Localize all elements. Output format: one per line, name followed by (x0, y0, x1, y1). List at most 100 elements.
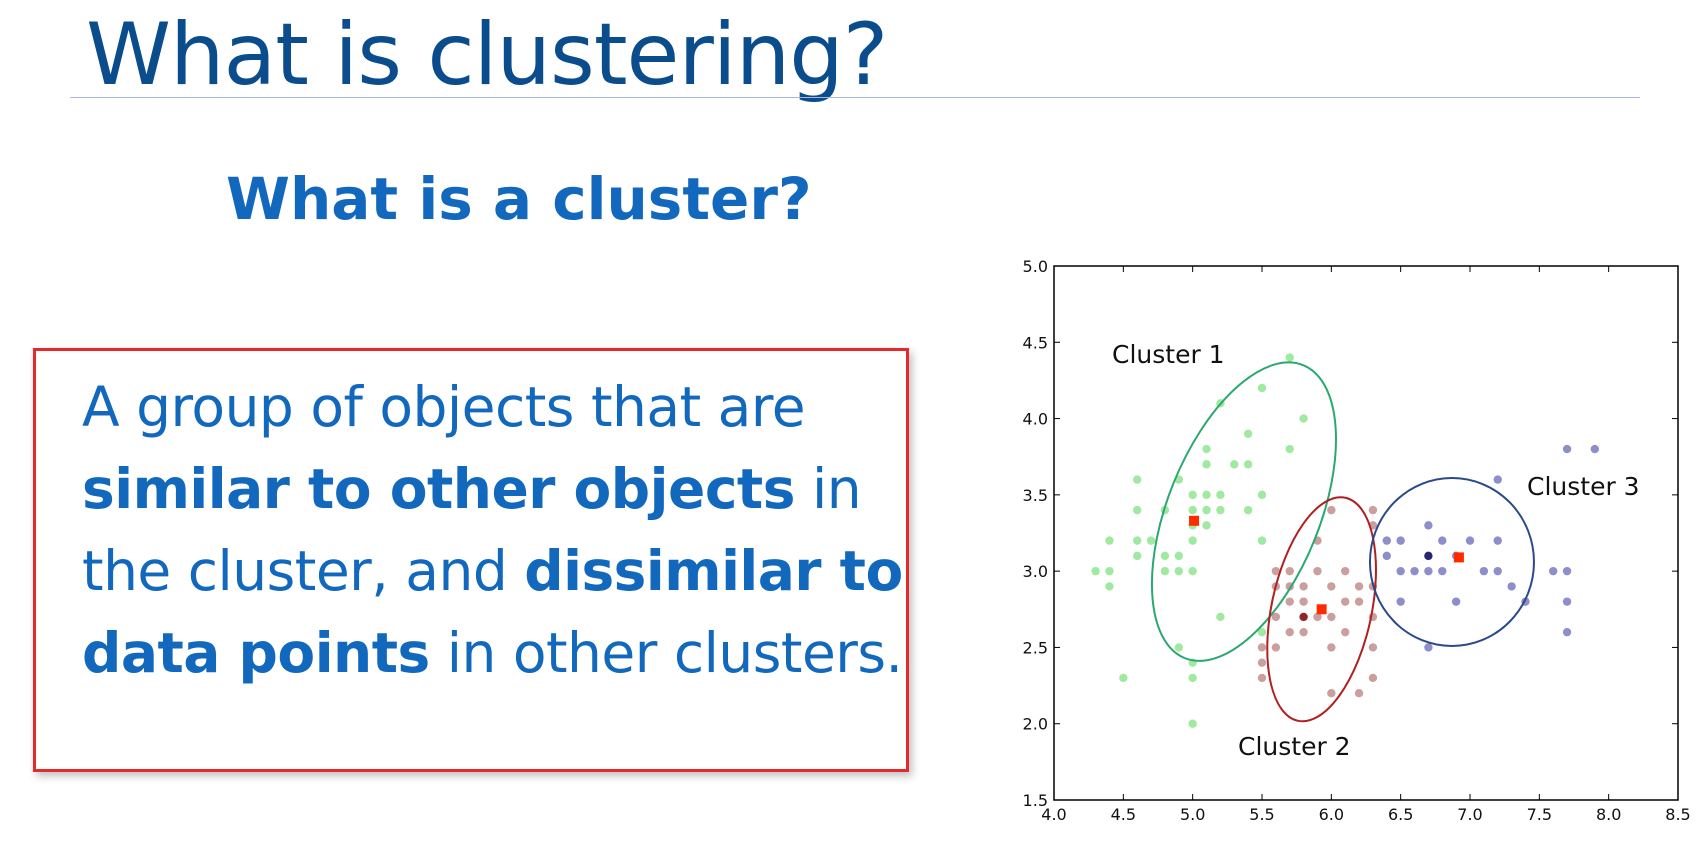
cluster2-data-point (1299, 582, 1307, 590)
cluster1-data-point (1188, 506, 1196, 514)
cluster1-data-point (1188, 536, 1196, 544)
cluster1-data-point (1175, 567, 1183, 575)
cluster1-data-point (1105, 582, 1113, 590)
cluster2-data-point (1272, 643, 1280, 651)
y-tick-label: 1.5 (1023, 791, 1048, 810)
cluster3-data-point (1563, 445, 1571, 453)
cluster1-data-point (1244, 430, 1252, 438)
cluster3-data-point (1424, 567, 1432, 575)
y-tick-label: 4.5 (1023, 333, 1048, 352)
cluster2-data-point (1369, 643, 1377, 651)
cluster3-data-point (1424, 521, 1432, 529)
cluster3-data-point (1424, 552, 1432, 560)
cluster1-data-point (1105, 567, 1113, 575)
cluster2-data-point (1341, 567, 1349, 575)
cluster3-data-point (1507, 582, 1515, 590)
cluster2-data-point (1327, 643, 1335, 651)
cluster1-data-point (1216, 613, 1224, 621)
cluster2-data-point (1258, 643, 1266, 651)
cluster1-data-point (1202, 506, 1210, 514)
cluster3-data-point (1591, 445, 1599, 453)
cluster2-data-point (1286, 597, 1294, 605)
cluster2-data-point (1341, 597, 1349, 605)
cluster1-data-point (1091, 567, 1099, 575)
cluster3-data-point (1494, 536, 1502, 544)
cluster1-data-point (1133, 506, 1141, 514)
cluster2-data-point (1299, 628, 1307, 636)
cluster3-centroid (1454, 552, 1464, 562)
x-tick-label: 6.5 (1388, 805, 1413, 824)
y-tick-label: 3.5 (1023, 486, 1048, 505)
cluster2-data-point (1327, 506, 1335, 514)
cluster3-data-point (1494, 567, 1502, 575)
cluster2-data-point (1369, 506, 1377, 514)
x-tick-label: 4.5 (1111, 805, 1136, 824)
cluster3-data-point (1563, 597, 1571, 605)
cluster3-data-point (1424, 643, 1432, 651)
cluster1-data-point (1202, 445, 1210, 453)
cluster3-data-point (1410, 567, 1418, 575)
cluster1-data-point (1216, 491, 1224, 499)
cluster2-data-point (1327, 582, 1335, 590)
cluster1-data-point (1188, 720, 1196, 728)
cluster3-data-point (1480, 567, 1488, 575)
cluster2-data-point (1355, 689, 1363, 697)
cluster2-centroid (1317, 604, 1327, 614)
x-tick-label: 7.0 (1457, 805, 1482, 824)
cluster1-data-point (1188, 567, 1196, 575)
cluster3-data-point (1466, 536, 1474, 544)
cluster2-data-point (1313, 567, 1321, 575)
cluster1-data-point (1216, 506, 1224, 514)
cluster2-label: Cluster 2 (1238, 732, 1351, 761)
cluster1-data-point (1188, 491, 1196, 499)
cluster1-data-point (1202, 460, 1210, 468)
cluster2-data-point (1258, 674, 1266, 682)
cluster2-data-point (1258, 658, 1266, 666)
cluster1-data-point (1258, 536, 1266, 544)
cluster2-data-point (1369, 674, 1377, 682)
cluster3-data-point (1396, 597, 1404, 605)
cluster1-data-point (1286, 445, 1294, 453)
cluster1-data-point (1286, 353, 1294, 361)
cluster1-data-point (1175, 552, 1183, 560)
y-tick-label: 5.0 (1023, 257, 1048, 276)
cluster1-data-point (1258, 384, 1266, 392)
cluster3-data-point (1494, 475, 1502, 483)
cluster2-data-point (1299, 597, 1307, 605)
cluster1-data-point (1133, 536, 1141, 544)
cluster1-data-point (1175, 643, 1183, 651)
cluster3-data-point (1438, 536, 1446, 544)
y-tick-label: 4.0 (1023, 410, 1048, 429)
cluster2-data-point (1286, 628, 1294, 636)
y-tick-label: 2.0 (1023, 715, 1048, 734)
y-tick-label: 2.5 (1023, 638, 1048, 657)
cluster3-data-point (1563, 567, 1571, 575)
cluster2-data-point (1299, 613, 1307, 621)
cluster1-data-point (1119, 674, 1127, 682)
cluster2-data-point (1355, 582, 1363, 590)
cluster3-data-point (1438, 567, 1446, 575)
x-tick-label: 8.0 (1596, 805, 1621, 824)
cluster3-data-point (1383, 552, 1391, 560)
x-tick-label: 7.5 (1527, 805, 1552, 824)
cluster3-data-point (1396, 567, 1404, 575)
cluster1-label: Cluster 1 (1112, 340, 1225, 369)
cluster3-data-point (1396, 536, 1404, 544)
x-tick-label: 5.5 (1249, 805, 1274, 824)
x-tick-label: 8.5 (1665, 805, 1690, 824)
cluster3-data-point (1452, 597, 1460, 605)
cluster1-data-point (1147, 536, 1155, 544)
cluster3-data-point (1563, 628, 1571, 636)
cluster1-data-point (1202, 521, 1210, 529)
cluster2-data-point (1286, 567, 1294, 575)
cluster2-data-point (1327, 613, 1335, 621)
cluster1-data-point (1133, 552, 1141, 560)
cluster1-data-point (1161, 567, 1169, 575)
cluster1-data-point (1299, 414, 1307, 422)
cluster1-data-point (1161, 552, 1169, 560)
cluster1-data-point (1133, 475, 1141, 483)
cluster3-label: Cluster 3 (1527, 472, 1640, 501)
y-tick-label: 3.0 (1023, 562, 1048, 581)
cluster1-data-point (1244, 460, 1252, 468)
